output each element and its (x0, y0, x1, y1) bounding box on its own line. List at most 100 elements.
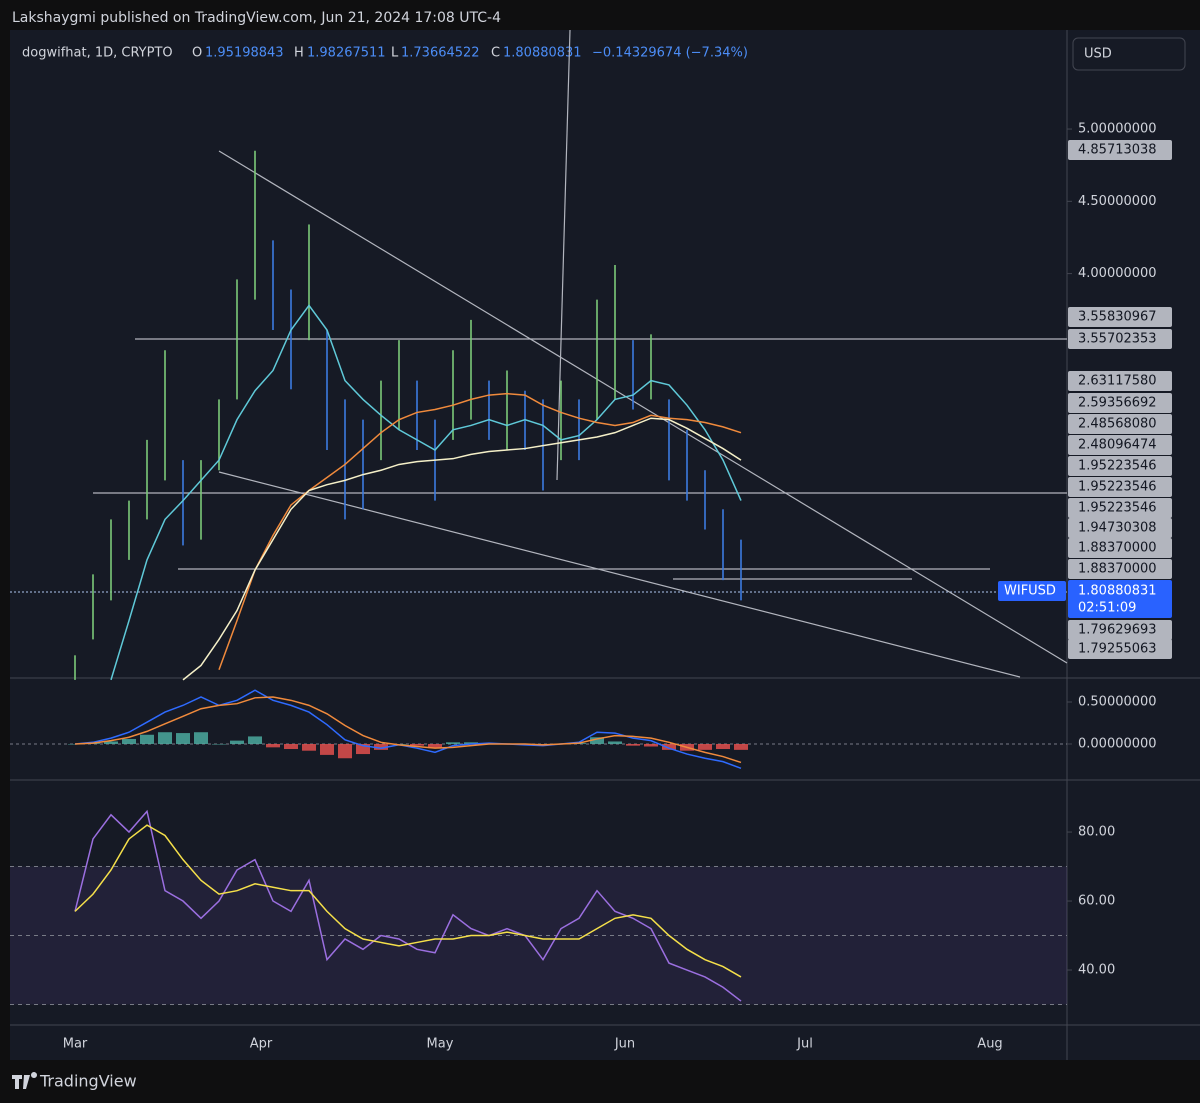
y-tick-label: 0.00000000 (1078, 736, 1157, 751)
histogram-bar (464, 742, 478, 744)
o-label: O (192, 46, 202, 61)
symbol: dogwifhat, 1D, CRYPTO (22, 46, 173, 61)
logo-mark (12, 1072, 37, 1089)
price-flag (1068, 538, 1172, 558)
histogram-bar (644, 743, 658, 747)
open: 1.95198843 (205, 46, 284, 61)
histogram-bar (410, 743, 424, 746)
price-flag-label: 1.88370000 (1078, 562, 1157, 577)
x-tick-label: Mar (63, 1037, 88, 1052)
symbol-name: WIFUSD (1004, 584, 1056, 599)
x-tick-label: Jun (614, 1037, 635, 1052)
histogram-bar (284, 743, 298, 750)
last-price-flag (1068, 580, 1172, 618)
histogram-bar (716, 743, 730, 750)
price-flag (1068, 140, 1172, 160)
price-flag (1068, 477, 1172, 497)
indicator-line (74, 824, 742, 978)
price-flag (1068, 435, 1172, 455)
histogram-bar (302, 743, 316, 751)
histogram-bar (428, 743, 442, 749)
histogram-bar (374, 743, 388, 750)
histogram-bar (266, 743, 280, 748)
price-flag-label: 4.85713038 (1078, 143, 1157, 158)
x-tick-label: May (427, 1037, 454, 1052)
price-flag (1068, 307, 1172, 327)
y-tick-label: 4.00000000 (1078, 266, 1157, 281)
trend-line (218, 150, 1068, 664)
histogram-bar (698, 743, 712, 750)
price-flag-label: 1.95223546 (1078, 480, 1157, 495)
x-tick-label: Apr (250, 1037, 273, 1052)
price-flag-label: 3.55830967 (1078, 310, 1157, 325)
indicator-line (74, 696, 742, 764)
histogram-bar (320, 743, 334, 755)
price-flag-label: 1.95223546 (1078, 459, 1157, 474)
indicator-line (74, 689, 742, 770)
high: 1.98267511 (307, 46, 386, 61)
price-flag (1068, 620, 1172, 640)
histogram-bar (122, 738, 136, 744)
x-tick-label: Jul (796, 1037, 813, 1052)
histogram-bar (230, 740, 244, 744)
price-flag (1068, 393, 1172, 413)
footer-logo: TradingView (12, 1072, 137, 1091)
y-tick-label: 80.00 (1078, 825, 1115, 840)
l-label: L (391, 46, 399, 61)
price-flag-label: 1.94730308 (1078, 521, 1157, 536)
price-flag (1068, 456, 1172, 476)
price-flag-label: 1.95223546 (1078, 501, 1157, 516)
histogram-bar (158, 732, 172, 744)
price-flag (1068, 371, 1172, 391)
chart-area (10, 30, 1200, 1060)
price-flag-label: 2.48568080 (1078, 417, 1157, 432)
price-flag-label: 2.63117580 (1078, 374, 1157, 389)
y-tick-label: 5.00000000 (1078, 122, 1157, 137)
currency[interactable]: USD (1084, 47, 1112, 62)
x-tick-label: Aug (977, 1037, 1002, 1052)
h-label: H (294, 46, 304, 61)
price-flag (1068, 559, 1172, 579)
price-flag (1068, 498, 1172, 518)
price-flag-label: 2.59356692 (1078, 396, 1157, 411)
y-tick-label: 60.00 (1078, 894, 1115, 909)
countdown: 02:51:09 (1078, 601, 1136, 616)
y-tick-label: 4.50000000 (1078, 194, 1157, 209)
y-tick-label: 0.50000000 (1078, 695, 1157, 710)
price-flag (1068, 414, 1172, 434)
histogram-bar (194, 732, 208, 744)
histogram-bar (662, 743, 676, 750)
histogram-bar (68, 743, 82, 745)
currency-button[interactable] (1072, 37, 1186, 71)
brand: TradingView (39, 1072, 137, 1091)
indicator-line (110, 304, 742, 681)
price-flag-label: 1.79629693 (1078, 623, 1157, 638)
price-flag-label: 3.55702353 (1078, 332, 1157, 347)
close: 1.80880831 (503, 46, 582, 61)
symbol-flag (998, 581, 1066, 601)
histogram-bar (212, 743, 226, 745)
trend-line (556, 29, 571, 481)
histogram-bar (446, 742, 460, 744)
price-flag-label: 2.48096474 (1078, 438, 1157, 453)
last-price: 1.80880831 (1078, 584, 1157, 599)
histogram-bar (338, 743, 352, 759)
histogram-bar (140, 734, 154, 744)
price-flag (1068, 329, 1172, 349)
change: −0.14329674 (−7.34%) (592, 46, 748, 61)
price-flag-label: 1.88370000 (1078, 541, 1157, 556)
histogram-bar (356, 743, 370, 755)
histogram-bar (734, 743, 748, 750)
price-flag (1068, 518, 1172, 538)
price-flag-label: 1.79255063 (1078, 642, 1157, 657)
y-tick-label: 40.00 (1078, 963, 1115, 978)
histogram-bar (176, 733, 190, 744)
publisher: Lakshaygmi published on TradingView.com,… (12, 10, 501, 26)
histogram-bar (248, 736, 262, 744)
histogram-bar (104, 741, 118, 744)
histogram-bar (590, 737, 604, 744)
trend-line (218, 471, 1021, 678)
c-label: C (491, 46, 500, 61)
legend: dogwifhat, 1D, CRYPTO O 1.95198843 H 1.9… (22, 46, 748, 61)
indicator-line (182, 417, 742, 681)
